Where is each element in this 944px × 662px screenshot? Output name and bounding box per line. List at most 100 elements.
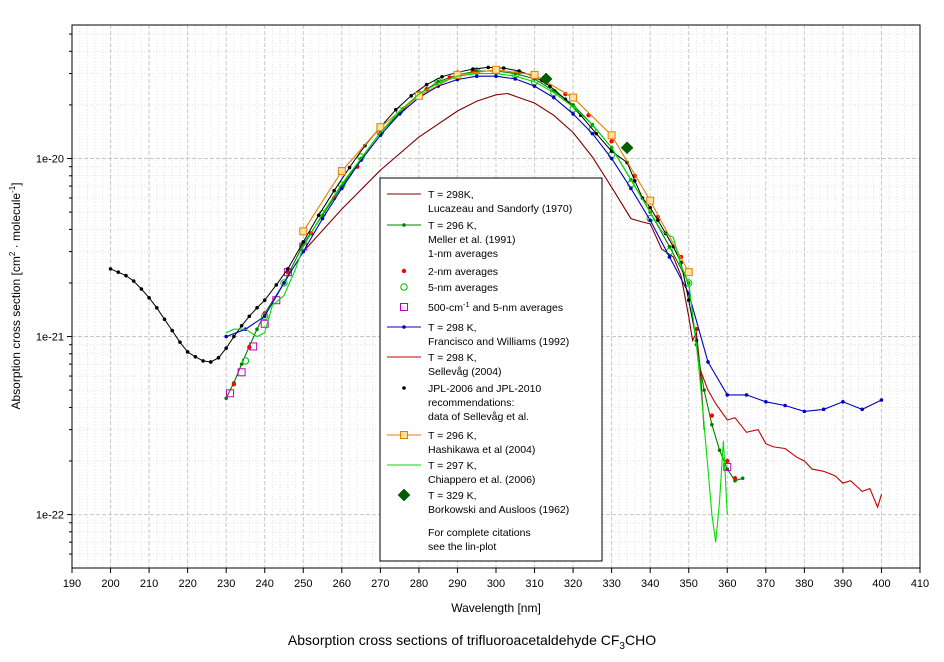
legend-entry-sellevag: T = 298 K, Sellevåg (2004) bbox=[387, 352, 502, 378]
data-point-jpl bbox=[347, 165, 352, 170]
data-point-francisco bbox=[821, 407, 826, 412]
data-point-jpl bbox=[316, 213, 321, 218]
data-point-francisco bbox=[802, 409, 807, 414]
data-point-jpl bbox=[594, 131, 599, 136]
data-point-jpl bbox=[162, 317, 167, 322]
data-point-francisco bbox=[860, 407, 864, 412]
x-axis-title: Wavelength [nm] bbox=[451, 601, 541, 615]
data-point-two_nm bbox=[231, 382, 237, 387]
data-point-hashikawa bbox=[684, 268, 693, 277]
data-point-hashikawa bbox=[492, 65, 500, 74]
data-point-two_nm bbox=[709, 413, 715, 418]
series-francisco bbox=[224, 74, 884, 414]
data-point-francisco bbox=[571, 112, 575, 116]
data-point-francisco bbox=[764, 400, 768, 404]
data-point-francisco bbox=[629, 186, 633, 191]
data-point-francisco bbox=[513, 77, 518, 81]
gridlines bbox=[71, 25, 921, 568]
x-tick-label: 320 bbox=[564, 578, 582, 590]
data-point-hashikawa bbox=[337, 167, 346, 176]
data-point-two_nm bbox=[694, 326, 699, 332]
legend-label: 1-nm averages bbox=[428, 248, 498, 260]
figure-caption: Absorption cross sections of trifluoroac… bbox=[287, 632, 657, 652]
data-point-two_nm bbox=[725, 458, 730, 464]
data-point-five_hundred bbox=[723, 463, 732, 472]
legend-note: see the lin-plot bbox=[428, 541, 496, 553]
data-point-jpl bbox=[332, 188, 336, 193]
data-point-francisco bbox=[744, 393, 749, 397]
legend-entry-lucazeau: T = 298K, Lucazeau and Sandorfy (1970) bbox=[387, 189, 572, 215]
legend-label: Sellevåg (2004) bbox=[428, 366, 502, 378]
y-axis-title: Absorption cross section [cm2 · molecule… bbox=[8, 182, 23, 409]
data-point-francisco bbox=[340, 186, 344, 191]
data-point-five_hundred bbox=[249, 342, 258, 351]
data-point-hashikawa bbox=[453, 70, 462, 79]
legend: T = 298K,Lucazeau and Sandorfy (1970) T =… bbox=[379, 177, 603, 562]
data-point-francisco bbox=[474, 74, 479, 79]
series-lucazeau bbox=[302, 92, 705, 430]
series-chiappero bbox=[225, 73, 728, 543]
data-point-francisco bbox=[841, 400, 845, 404]
data-point-jpl bbox=[471, 67, 475, 71]
legend-label: Hashikawa et al (2004) bbox=[428, 444, 535, 456]
data-point-hashikawa bbox=[607, 131, 616, 140]
data-point-jpl bbox=[224, 346, 228, 351]
data-point-hashikawa bbox=[646, 196, 655, 205]
data-point-borkowski bbox=[539, 72, 553, 86]
x-tick-label: 300 bbox=[487, 578, 505, 590]
x-tick-label: 410 bbox=[911, 578, 929, 590]
data-point-hashikawa bbox=[530, 70, 539, 79]
data-point-jpl bbox=[517, 69, 521, 73]
x-tick-label: 400 bbox=[872, 578, 890, 590]
data-point-jpl bbox=[216, 355, 221, 360]
data-point-jpl bbox=[155, 306, 159, 310]
data-point-jpl bbox=[286, 267, 290, 271]
data-point-jpl bbox=[393, 107, 398, 112]
y-tick-label: 1e-22 bbox=[36, 510, 64, 522]
data-point-jpl bbox=[424, 82, 429, 87]
legend-label: data of Sellevåg et al. bbox=[428, 411, 529, 423]
series-line-chiappero bbox=[225, 73, 728, 543]
series-layer bbox=[108, 65, 884, 543]
x-tick-label: 230 bbox=[217, 578, 235, 590]
series-sellevag bbox=[699, 369, 883, 509]
legend-swatch-marker bbox=[402, 223, 406, 227]
series-line-jpl bbox=[110, 66, 697, 363]
y-tick-label: 1e-21 bbox=[36, 332, 64, 344]
axes: 190 200 210 220 230 240 250 260 270 280 290 300 310 3… bbox=[36, 33, 929, 590]
legend-swatch-marker bbox=[397, 488, 411, 502]
x-tick-label: 350 bbox=[680, 578, 698, 590]
data-point-five_nm bbox=[241, 357, 250, 365]
data-point-five_hundred bbox=[260, 319, 269, 328]
legend-label: Lucazeau and Sandorfy (1970) bbox=[428, 203, 572, 215]
data-point-jpl bbox=[409, 94, 414, 98]
x-tick-label: 190 bbox=[63, 578, 81, 590]
legend-label: 500-cm-1 and 5-nm averages bbox=[428, 300, 563, 314]
x-tick-label: 200 bbox=[101, 578, 119, 590]
x-tick-label: 210 bbox=[140, 578, 158, 590]
data-point-francisco bbox=[609, 156, 614, 161]
legend-swatch-marker bbox=[400, 283, 408, 291]
data-point-meller_1nm bbox=[717, 448, 722, 452]
data-point-jpl bbox=[255, 306, 259, 310]
x-tick-label: 260 bbox=[333, 578, 351, 590]
x-tick-label: 380 bbox=[795, 578, 813, 590]
data-point-jpl bbox=[486, 65, 491, 70]
legend-label: recommendations: bbox=[428, 397, 514, 409]
legend-label: Borkowski and Ausloos (1962) bbox=[428, 504, 569, 516]
data-point-jpl bbox=[208, 360, 213, 364]
data-point-francisco bbox=[879, 398, 884, 402]
x-tick-label: 220 bbox=[178, 578, 196, 590]
legend-label: T = 298 K, bbox=[428, 352, 477, 364]
data-point-jpl bbox=[232, 334, 236, 339]
legend-label: 5-nm averages bbox=[428, 282, 498, 294]
x-tick-label: 270 bbox=[371, 578, 389, 590]
legend-entry-five_nm: 5-nm averages bbox=[400, 282, 498, 294]
data-point-jpl bbox=[170, 328, 175, 333]
data-point-francisco bbox=[725, 393, 730, 397]
data-point-jpl bbox=[301, 240, 306, 244]
legend-box bbox=[379, 177, 603, 562]
series-hashikawa bbox=[299, 65, 693, 277]
x-tick-label: 340 bbox=[641, 578, 659, 590]
legend-label: Francisco and Williams (1992) bbox=[428, 336, 569, 348]
